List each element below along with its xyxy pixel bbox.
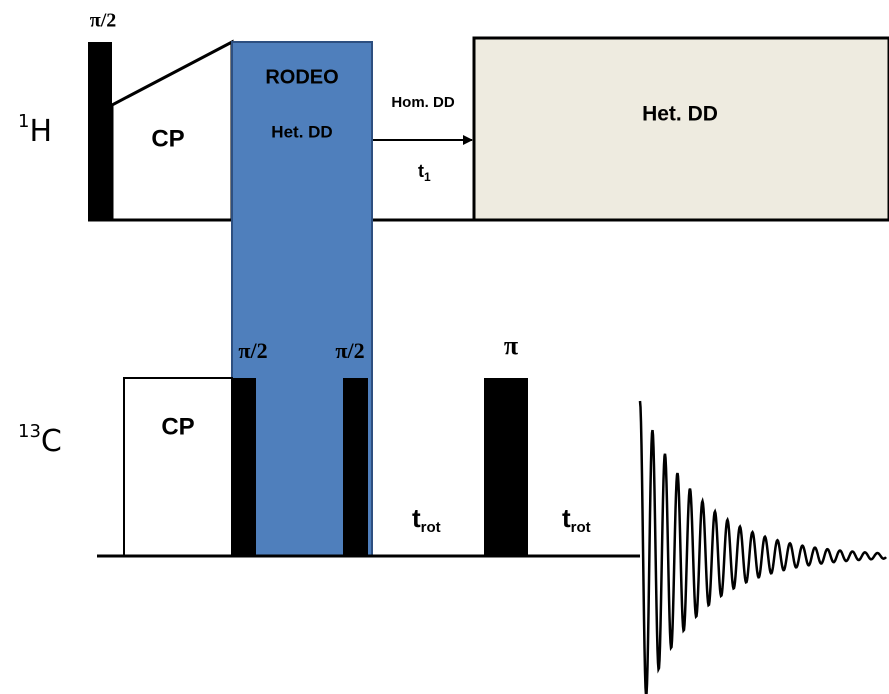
- label: Hom. DD: [391, 94, 455, 111]
- label: π/2: [335, 338, 364, 363]
- main: C: [41, 424, 62, 459]
- label: CP: [161, 413, 194, 440]
- proton-pulse: [88, 42, 112, 220]
- het-dd-box: [472, 36, 889, 222]
- main: t: [412, 503, 421, 533]
- main: H: [29, 114, 52, 149]
- label: t1: [418, 161, 431, 184]
- label: Het. DD: [642, 103, 718, 126]
- channel-label: 13C: [18, 421, 62, 459]
- carbon-pulse: [343, 378, 368, 556]
- label: CP: [151, 125, 184, 152]
- sub: rot: [421, 519, 441, 536]
- sup: 1: [18, 111, 29, 132]
- label: trot: [412, 503, 441, 536]
- fid: [638, 400, 887, 694]
- label: RODEO: [265, 66, 338, 88]
- label: Het. DD: [271, 122, 332, 141]
- main: t: [562, 503, 571, 533]
- label: trot: [562, 503, 591, 536]
- pi-pulse: [484, 378, 528, 556]
- sup: 13: [18, 421, 41, 442]
- channel-label: 1H: [18, 111, 52, 149]
- main: t: [418, 161, 424, 181]
- label: π/2: [238, 338, 267, 363]
- label: π/2: [90, 10, 117, 32]
- sub: rot: [571, 519, 591, 536]
- carbon-cp-box: [123, 377, 233, 557]
- sub: 1: [424, 170, 431, 184]
- label: π: [504, 331, 518, 360]
- carbon-pulse: [232, 378, 256, 556]
